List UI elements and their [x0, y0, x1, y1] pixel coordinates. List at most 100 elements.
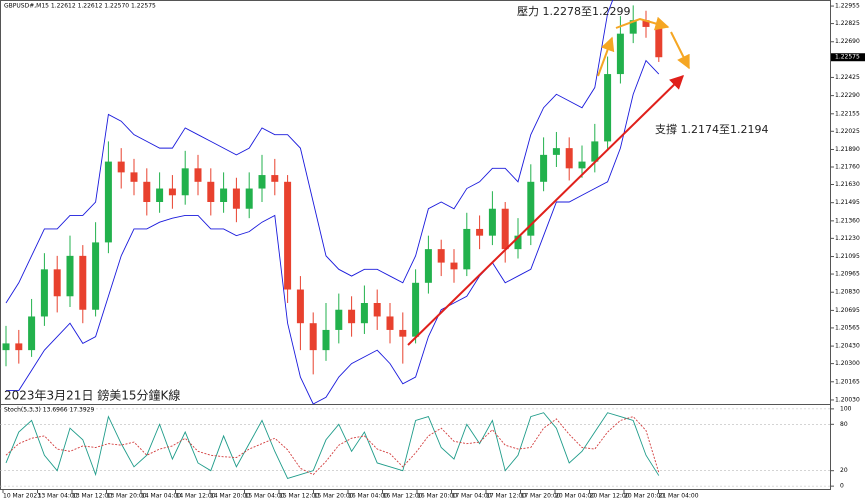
- candle-body: [130, 172, 138, 182]
- candle-body: [220, 188, 228, 202]
- candle-body: [143, 181, 151, 202]
- annotation: 2023年3月21日 鎊美15分鐘K線: [4, 388, 180, 403]
- annotation: 支撐 1.2174至1.2194: [655, 122, 768, 136]
- y-tick-label: 1.21890: [835, 146, 860, 153]
- y-tick-label: 1.21760: [835, 163, 860, 170]
- candle-body: [386, 316, 394, 330]
- y-tick-label: 1.20830: [835, 289, 860, 296]
- y-tick-label: 1.21495: [835, 199, 860, 206]
- y-tick-label: 1.20695: [835, 307, 860, 314]
- x-tick-label: 13 Mar 20:00: [107, 493, 147, 500]
- candle-body: [373, 303, 381, 317]
- candle-body: [309, 323, 317, 351]
- y-tick-label: 80: [840, 421, 848, 428]
- y-tick-label: 100: [840, 405, 852, 412]
- candle-body: [629, 20, 637, 34]
- resistance-arrow: [597, 36, 615, 77]
- candle-body: [284, 181, 292, 290]
- y-tick-label: 1.21230: [835, 235, 860, 242]
- x-tick-label: 14 Mar 12:00: [176, 493, 216, 500]
- y-tick-label: 1.20430: [835, 343, 860, 350]
- y-tick-label: 1.20965: [835, 271, 860, 278]
- support-arrow: [407, 75, 685, 346]
- candle-body: [424, 249, 432, 283]
- candle-body: [258, 175, 266, 189]
- candle-body: [2, 343, 10, 351]
- candle-body: [194, 168, 202, 182]
- stoch-line: [5, 416, 660, 476]
- x-tick-label: 13 Mar 04:00: [38, 493, 78, 500]
- y-tick-label: 1.22425: [835, 74, 860, 81]
- y-tick-label: 1.22690: [835, 38, 860, 45]
- candle-body: [245, 188, 253, 209]
- candle-body: [79, 255, 87, 310]
- candle-body: [437, 249, 445, 263]
- x-tick-label: 15 Mar 20:00: [314, 493, 354, 500]
- candle-body: [552, 148, 560, 155]
- y-tick-label: 1.22155: [835, 110, 860, 117]
- x-tick-label: 17 Mar 12:00: [486, 493, 526, 500]
- candle-body: [565, 148, 573, 169]
- x-tick-label: 21 Mar 04:00: [659, 493, 699, 500]
- candle-body: [450, 262, 458, 270]
- candle-body: [501, 208, 509, 250]
- resistance-arrow: [615, 16, 670, 31]
- candle-body: [616, 33, 624, 75]
- x-tick-label: 10 Mar 2023: [3, 493, 41, 500]
- band-line: [5, 0, 659, 304]
- candle-body: [28, 316, 36, 351]
- x-tick-label: 14 Mar 20:00: [210, 493, 250, 500]
- resistance-arrow: [670, 31, 690, 70]
- candle-body: [488, 208, 496, 236]
- x-tick-label: 20 Mar 20:00: [624, 493, 664, 500]
- current-price-box: [831, 53, 865, 62]
- y-tick-label: 1.20165: [835, 378, 860, 385]
- candle-body: [207, 181, 215, 202]
- candle-body: [463, 228, 471, 270]
- y-tick-label: 1.21095: [835, 253, 860, 260]
- candle-body: [527, 181, 535, 236]
- y-tick-label: 1.20565: [835, 324, 860, 331]
- band-line: [6, 59, 660, 405]
- candle-body: [540, 154, 548, 182]
- annotation: 壓力 1.2278至1.2299: [517, 5, 630, 18]
- y-tick-label: 1.22955: [835, 3, 860, 10]
- candle-body: [104, 161, 112, 243]
- x-tick-label: 16 Mar 12:00: [383, 493, 423, 500]
- symbol-header: GBPUSD#,M15 1.22612 1.22612 1.22570 1.22…: [4, 3, 156, 10]
- x-tick-label: 15 Mar 04:00: [245, 493, 285, 500]
- candle-body: [412, 282, 420, 337]
- candle-body: [232, 188, 240, 209]
- plot-frame: [0, 0, 831, 490]
- x-tick-label: 20 Mar 04:00: [555, 493, 595, 500]
- x-tick-label: 20 Mar 12:00: [590, 493, 630, 500]
- y-tick-label: 0: [840, 483, 844, 490]
- candle-body: [360, 303, 368, 324]
- candle-body: [322, 329, 330, 351]
- x-tick-label: 16 Mar 04:00: [348, 493, 388, 500]
- stoch-panel: [0, 408, 830, 487]
- current-price-label: 1.22575: [835, 54, 860, 61]
- y-tick-label: 1.20030: [835, 396, 860, 403]
- x-tick-label: 13 Mar 12:00: [72, 493, 112, 500]
- candle-body: [591, 141, 599, 162]
- candle-body: [271, 175, 279, 182]
- y-tick-label: 1.22290: [835, 92, 860, 99]
- candle-body: [514, 235, 522, 250]
- stoch-line: [5, 412, 660, 479]
- x-tick-label: 16 Mar 20:00: [417, 493, 457, 500]
- candle-body: [92, 242, 100, 310]
- candle-body: [168, 188, 176, 196]
- x-tick-label: 17 Mar 20:00: [521, 493, 561, 500]
- stoch-header: Stoch(5,3,3) 13.6966 17.3929: [4, 407, 95, 414]
- candle-body: [181, 168, 189, 196]
- candle-body: [348, 309, 356, 324]
- y-tick-label: 1.22825: [835, 20, 860, 27]
- candle-body: [15, 343, 23, 351]
- y-tick-label: 20: [840, 467, 848, 474]
- candle-body: [40, 269, 48, 317]
- candle-body: [335, 309, 343, 330]
- x-tick-label: 14 Mar 04:00: [141, 493, 181, 500]
- x-tick-label: 15 Mar 12:00: [279, 493, 319, 500]
